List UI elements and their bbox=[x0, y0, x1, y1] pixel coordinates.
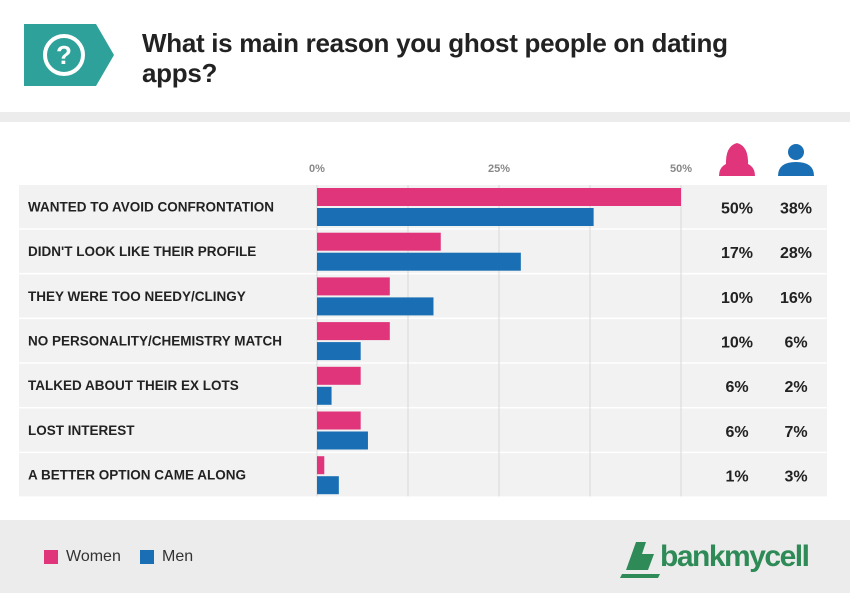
category-label: THEY WERE TOO NEEDY/CLINGY bbox=[28, 289, 246, 304]
men-value-label: 2% bbox=[784, 379, 807, 396]
chart-panel: 0% 25% 50% WANTED TO AVOID CONFRONTATION 50%… bbox=[0, 122, 850, 520]
row-background bbox=[19, 363, 827, 407]
men-value-label: 38% bbox=[780, 200, 812, 217]
women-value-label: 1% bbox=[725, 469, 748, 486]
men-value-label: 16% bbox=[780, 290, 812, 307]
men-bar bbox=[317, 252, 521, 271]
svg-text:?: ? bbox=[56, 40, 72, 70]
men-person-icon bbox=[778, 144, 814, 176]
women-value-label: 10% bbox=[721, 290, 753, 307]
legend-women: Women bbox=[44, 548, 121, 566]
women-value-label: 50% bbox=[721, 200, 753, 217]
row-background bbox=[19, 319, 827, 363]
women-bar bbox=[317, 188, 681, 206]
row-background bbox=[19, 408, 827, 452]
legend-women-label: Women bbox=[66, 548, 121, 565]
men-person-icon-body bbox=[778, 162, 814, 176]
x-tick-label: 25% bbox=[488, 163, 510, 175]
legend-women-swatch bbox=[44, 550, 58, 564]
women-bar bbox=[317, 366, 361, 385]
women-bar bbox=[317, 411, 361, 430]
men-person-icon-head bbox=[788, 144, 804, 160]
men-value-label: 7% bbox=[784, 424, 807, 441]
men-bar bbox=[317, 476, 339, 495]
category-label: LOST INTEREST bbox=[28, 423, 135, 438]
legend-men-swatch bbox=[140, 550, 154, 564]
women-value-label: 6% bbox=[725, 379, 748, 396]
men-value-label: 6% bbox=[784, 334, 807, 351]
men-value-label: 28% bbox=[780, 245, 812, 262]
page-title: What is main reason you ghost people on … bbox=[142, 28, 728, 88]
women-bar bbox=[317, 232, 441, 251]
x-tick-label: 0% bbox=[309, 163, 325, 175]
men-bar bbox=[317, 297, 434, 316]
category-label: A BETTER OPTION CAME ALONG bbox=[28, 468, 246, 483]
men-bar bbox=[317, 386, 332, 405]
bankmycell-logo: bankmycell bbox=[620, 536, 810, 580]
bar-chart: 0% 25% 50% WANTED TO AVOID CONFRONTATION 50%… bbox=[19, 143, 827, 497]
legend: Women Men bankmycell bbox=[0, 530, 850, 593]
legend-men: Men bbox=[140, 548, 193, 566]
women-value-label: 17% bbox=[721, 245, 753, 262]
men-bar bbox=[317, 342, 361, 361]
category-label: DIDN'T LOOK LIKE THEIR PROFILE bbox=[28, 244, 256, 259]
women-value-label: 10% bbox=[721, 334, 753, 351]
x-tick-label: 50% bbox=[670, 163, 692, 175]
women-person-icon bbox=[719, 143, 755, 176]
women-value-label: 6% bbox=[725, 424, 748, 441]
legend-men-label: Men bbox=[162, 548, 194, 565]
women-bar bbox=[317, 277, 390, 296]
question-icon: ? bbox=[24, 24, 114, 86]
women-person-icon-body bbox=[719, 162, 755, 176]
category-label: TALKED ABOUT THEIR EX LOTS bbox=[28, 378, 239, 393]
logo-icon bbox=[620, 542, 660, 578]
row-background bbox=[19, 453, 827, 497]
women-person-icon-face bbox=[730, 146, 744, 160]
category-label: NO PERSONALITY/CHEMISTRY MATCH bbox=[28, 333, 282, 348]
women-bar bbox=[317, 456, 325, 475]
category-label: WANTED TO AVOID CONFRONTATION bbox=[28, 199, 274, 214]
men-bar bbox=[317, 208, 594, 226]
header: ? What is main reason you ghost people o… bbox=[0, 0, 850, 112]
men-value-label: 3% bbox=[784, 469, 807, 486]
women-bar bbox=[317, 322, 390, 341]
logo-text: bankmycell bbox=[660, 540, 810, 573]
men-bar bbox=[317, 431, 368, 450]
